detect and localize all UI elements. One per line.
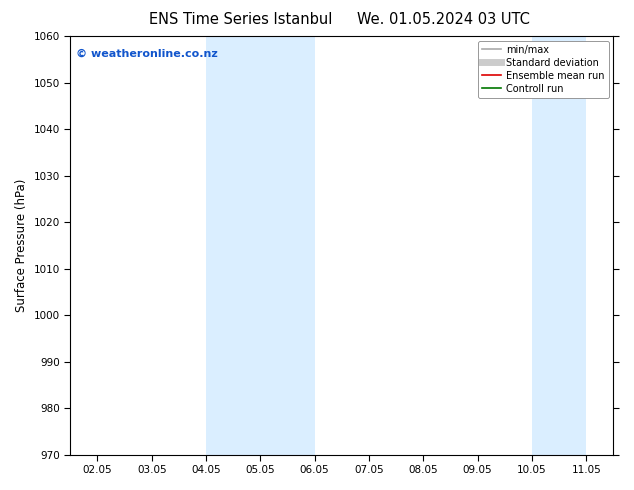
- Text: © weatheronline.co.nz: © weatheronline.co.nz: [75, 49, 217, 59]
- Bar: [261, 36, 314, 455]
- Text: ENS Time Series Istanbul: ENS Time Series Istanbul: [149, 12, 333, 27]
- Bar: [206, 36, 261, 455]
- Bar: [532, 36, 586, 455]
- Text: We. 01.05.2024 03 UTC: We. 01.05.2024 03 UTC: [358, 12, 530, 27]
- Y-axis label: Surface Pressure (hPa): Surface Pressure (hPa): [15, 179, 28, 312]
- Legend: min/max, Standard deviation, Ensemble mean run, Controll run: min/max, Standard deviation, Ensemble me…: [478, 41, 609, 98]
